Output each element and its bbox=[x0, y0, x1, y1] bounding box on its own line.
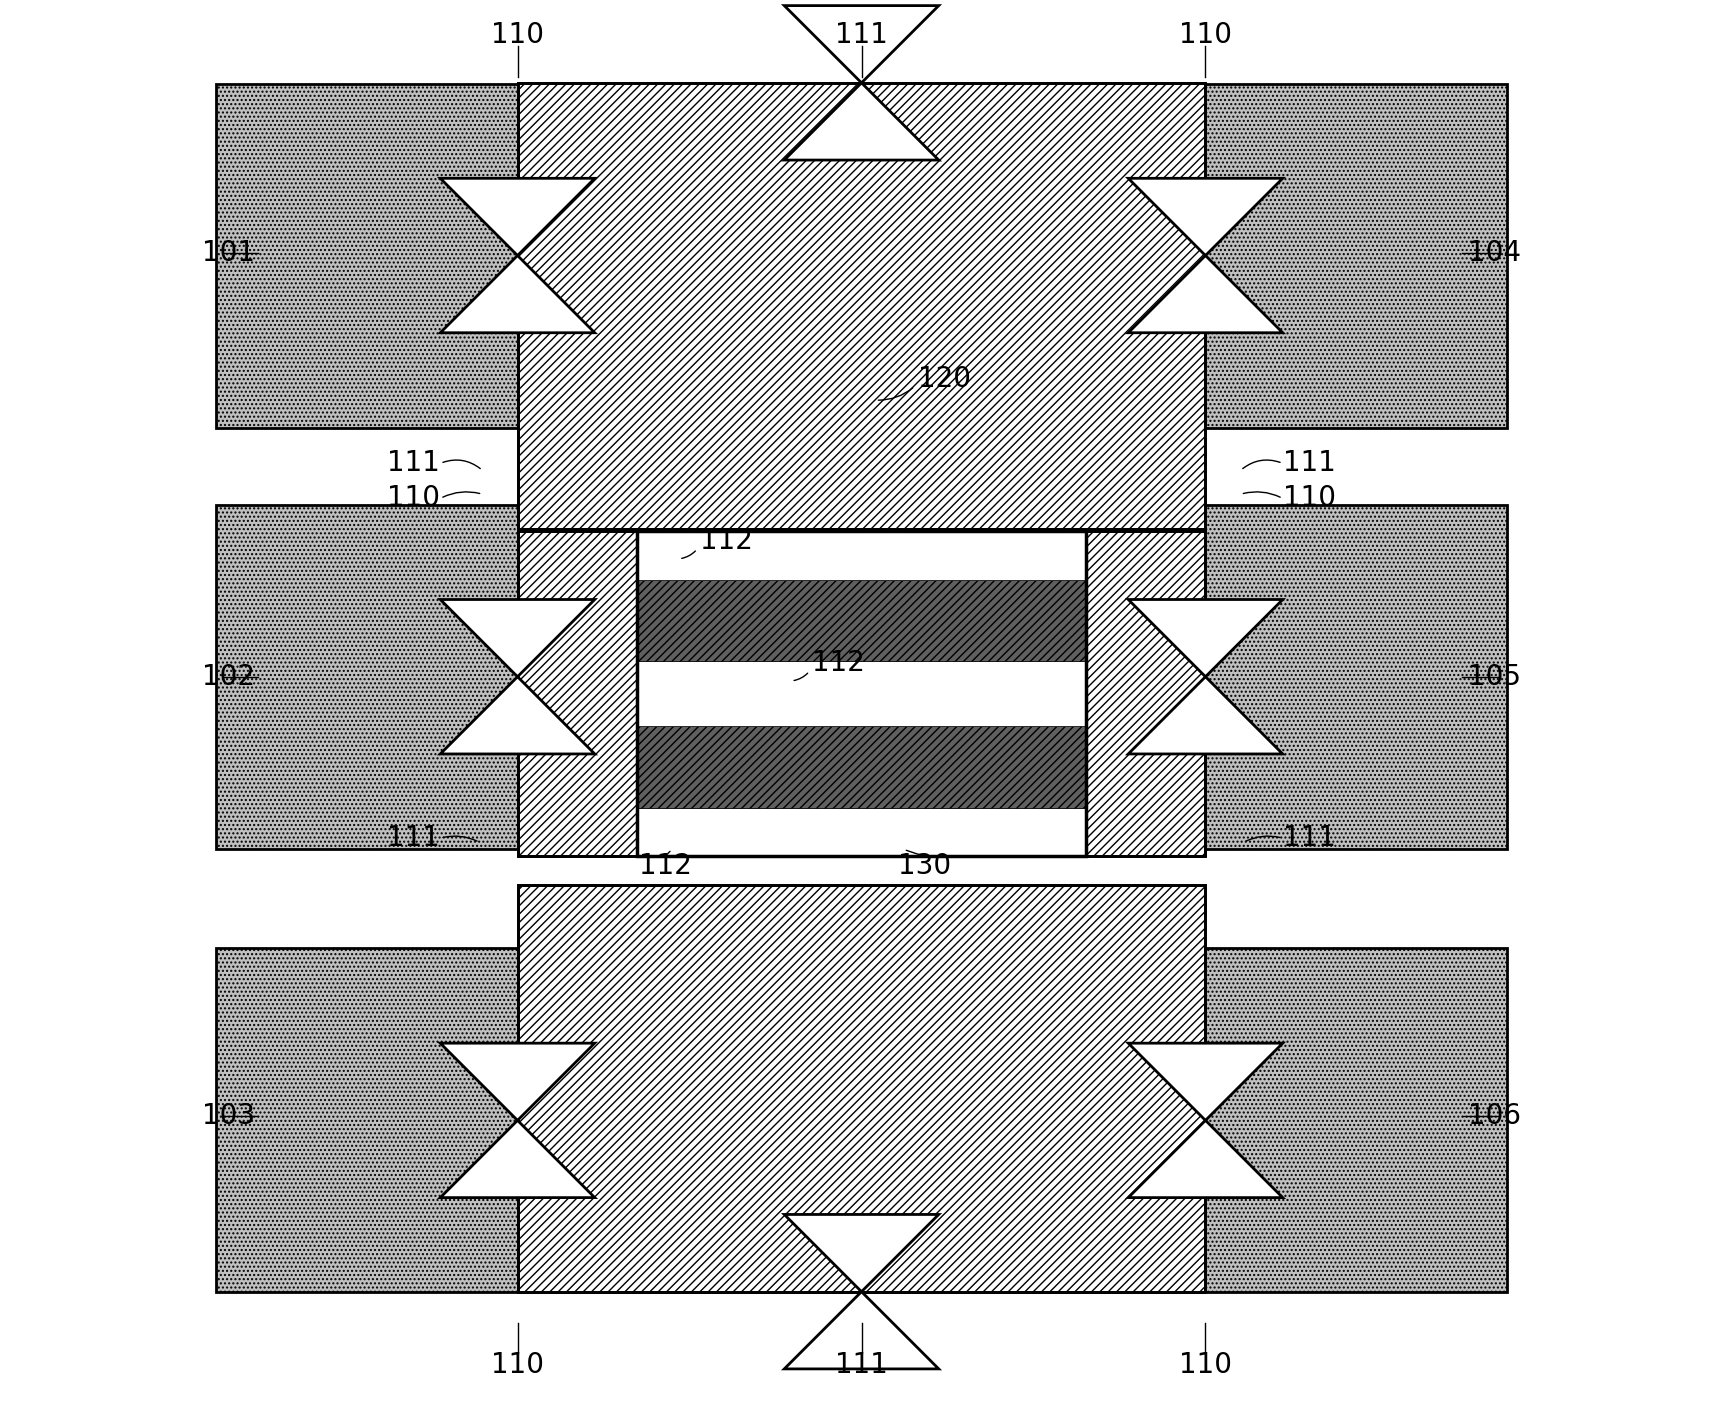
Text: 112: 112 bbox=[812, 649, 865, 677]
Polygon shape bbox=[441, 1043, 594, 1120]
Polygon shape bbox=[1129, 600, 1282, 677]
Text: 111: 111 bbox=[836, 21, 887, 49]
Polygon shape bbox=[784, 1214, 939, 1292]
Polygon shape bbox=[441, 178, 594, 256]
Bar bbox=[215, 84, 517, 428]
Bar bbox=[517, 83, 1206, 529]
Bar bbox=[638, 531, 1085, 856]
Bar bbox=[638, 580, 1085, 661]
Text: 111: 111 bbox=[836, 1351, 887, 1379]
Text: 102: 102 bbox=[202, 663, 255, 691]
Bar bbox=[1206, 84, 1508, 428]
Text: 103: 103 bbox=[202, 1102, 255, 1130]
Text: 110: 110 bbox=[388, 484, 441, 512]
Bar bbox=[517, 531, 638, 856]
Polygon shape bbox=[1129, 178, 1282, 256]
Text: 120: 120 bbox=[918, 365, 970, 393]
Text: 105: 105 bbox=[1468, 663, 1521, 691]
Bar bbox=[517, 531, 1206, 856]
Polygon shape bbox=[441, 1120, 594, 1198]
Bar bbox=[638, 661, 1085, 726]
Text: 106: 106 bbox=[1468, 1102, 1521, 1130]
Text: 110: 110 bbox=[1282, 484, 1335, 512]
Text: 112: 112 bbox=[639, 852, 691, 880]
Bar bbox=[1206, 505, 1508, 849]
Text: 104: 104 bbox=[1468, 239, 1521, 267]
Polygon shape bbox=[441, 256, 594, 333]
Text: 111: 111 bbox=[388, 449, 441, 477]
Polygon shape bbox=[441, 600, 594, 677]
Bar bbox=[1206, 505, 1508, 849]
Text: 111: 111 bbox=[1282, 449, 1335, 477]
Polygon shape bbox=[441, 677, 594, 754]
Bar bbox=[638, 726, 1085, 807]
Bar bbox=[215, 948, 517, 1292]
Bar bbox=[517, 83, 1206, 529]
Bar bbox=[215, 505, 517, 849]
Bar bbox=[517, 885, 1206, 1292]
Bar bbox=[1085, 531, 1206, 856]
Text: 110: 110 bbox=[1179, 1351, 1232, 1379]
Bar bbox=[1206, 84, 1508, 428]
Text: 101: 101 bbox=[202, 239, 255, 267]
Text: 110: 110 bbox=[1179, 21, 1232, 49]
Text: 111: 111 bbox=[1282, 824, 1335, 852]
Text: 110: 110 bbox=[491, 21, 544, 49]
Polygon shape bbox=[1129, 677, 1282, 754]
Text: 110: 110 bbox=[491, 1351, 544, 1379]
Polygon shape bbox=[1129, 256, 1282, 333]
Polygon shape bbox=[784, 6, 939, 83]
Bar bbox=[638, 807, 1085, 856]
Polygon shape bbox=[1129, 1120, 1282, 1198]
Text: 130: 130 bbox=[898, 852, 951, 880]
Bar bbox=[1206, 948, 1508, 1292]
Polygon shape bbox=[784, 1292, 939, 1369]
Bar bbox=[215, 505, 517, 849]
Text: 111: 111 bbox=[388, 824, 441, 852]
Bar bbox=[215, 948, 517, 1292]
Polygon shape bbox=[784, 83, 939, 160]
Bar bbox=[215, 84, 517, 428]
Polygon shape bbox=[1129, 1043, 1282, 1120]
Bar bbox=[638, 531, 1085, 856]
Text: 112: 112 bbox=[700, 526, 753, 555]
Bar bbox=[1206, 948, 1508, 1292]
Bar bbox=[638, 531, 1085, 580]
Bar bbox=[517, 885, 1206, 1292]
